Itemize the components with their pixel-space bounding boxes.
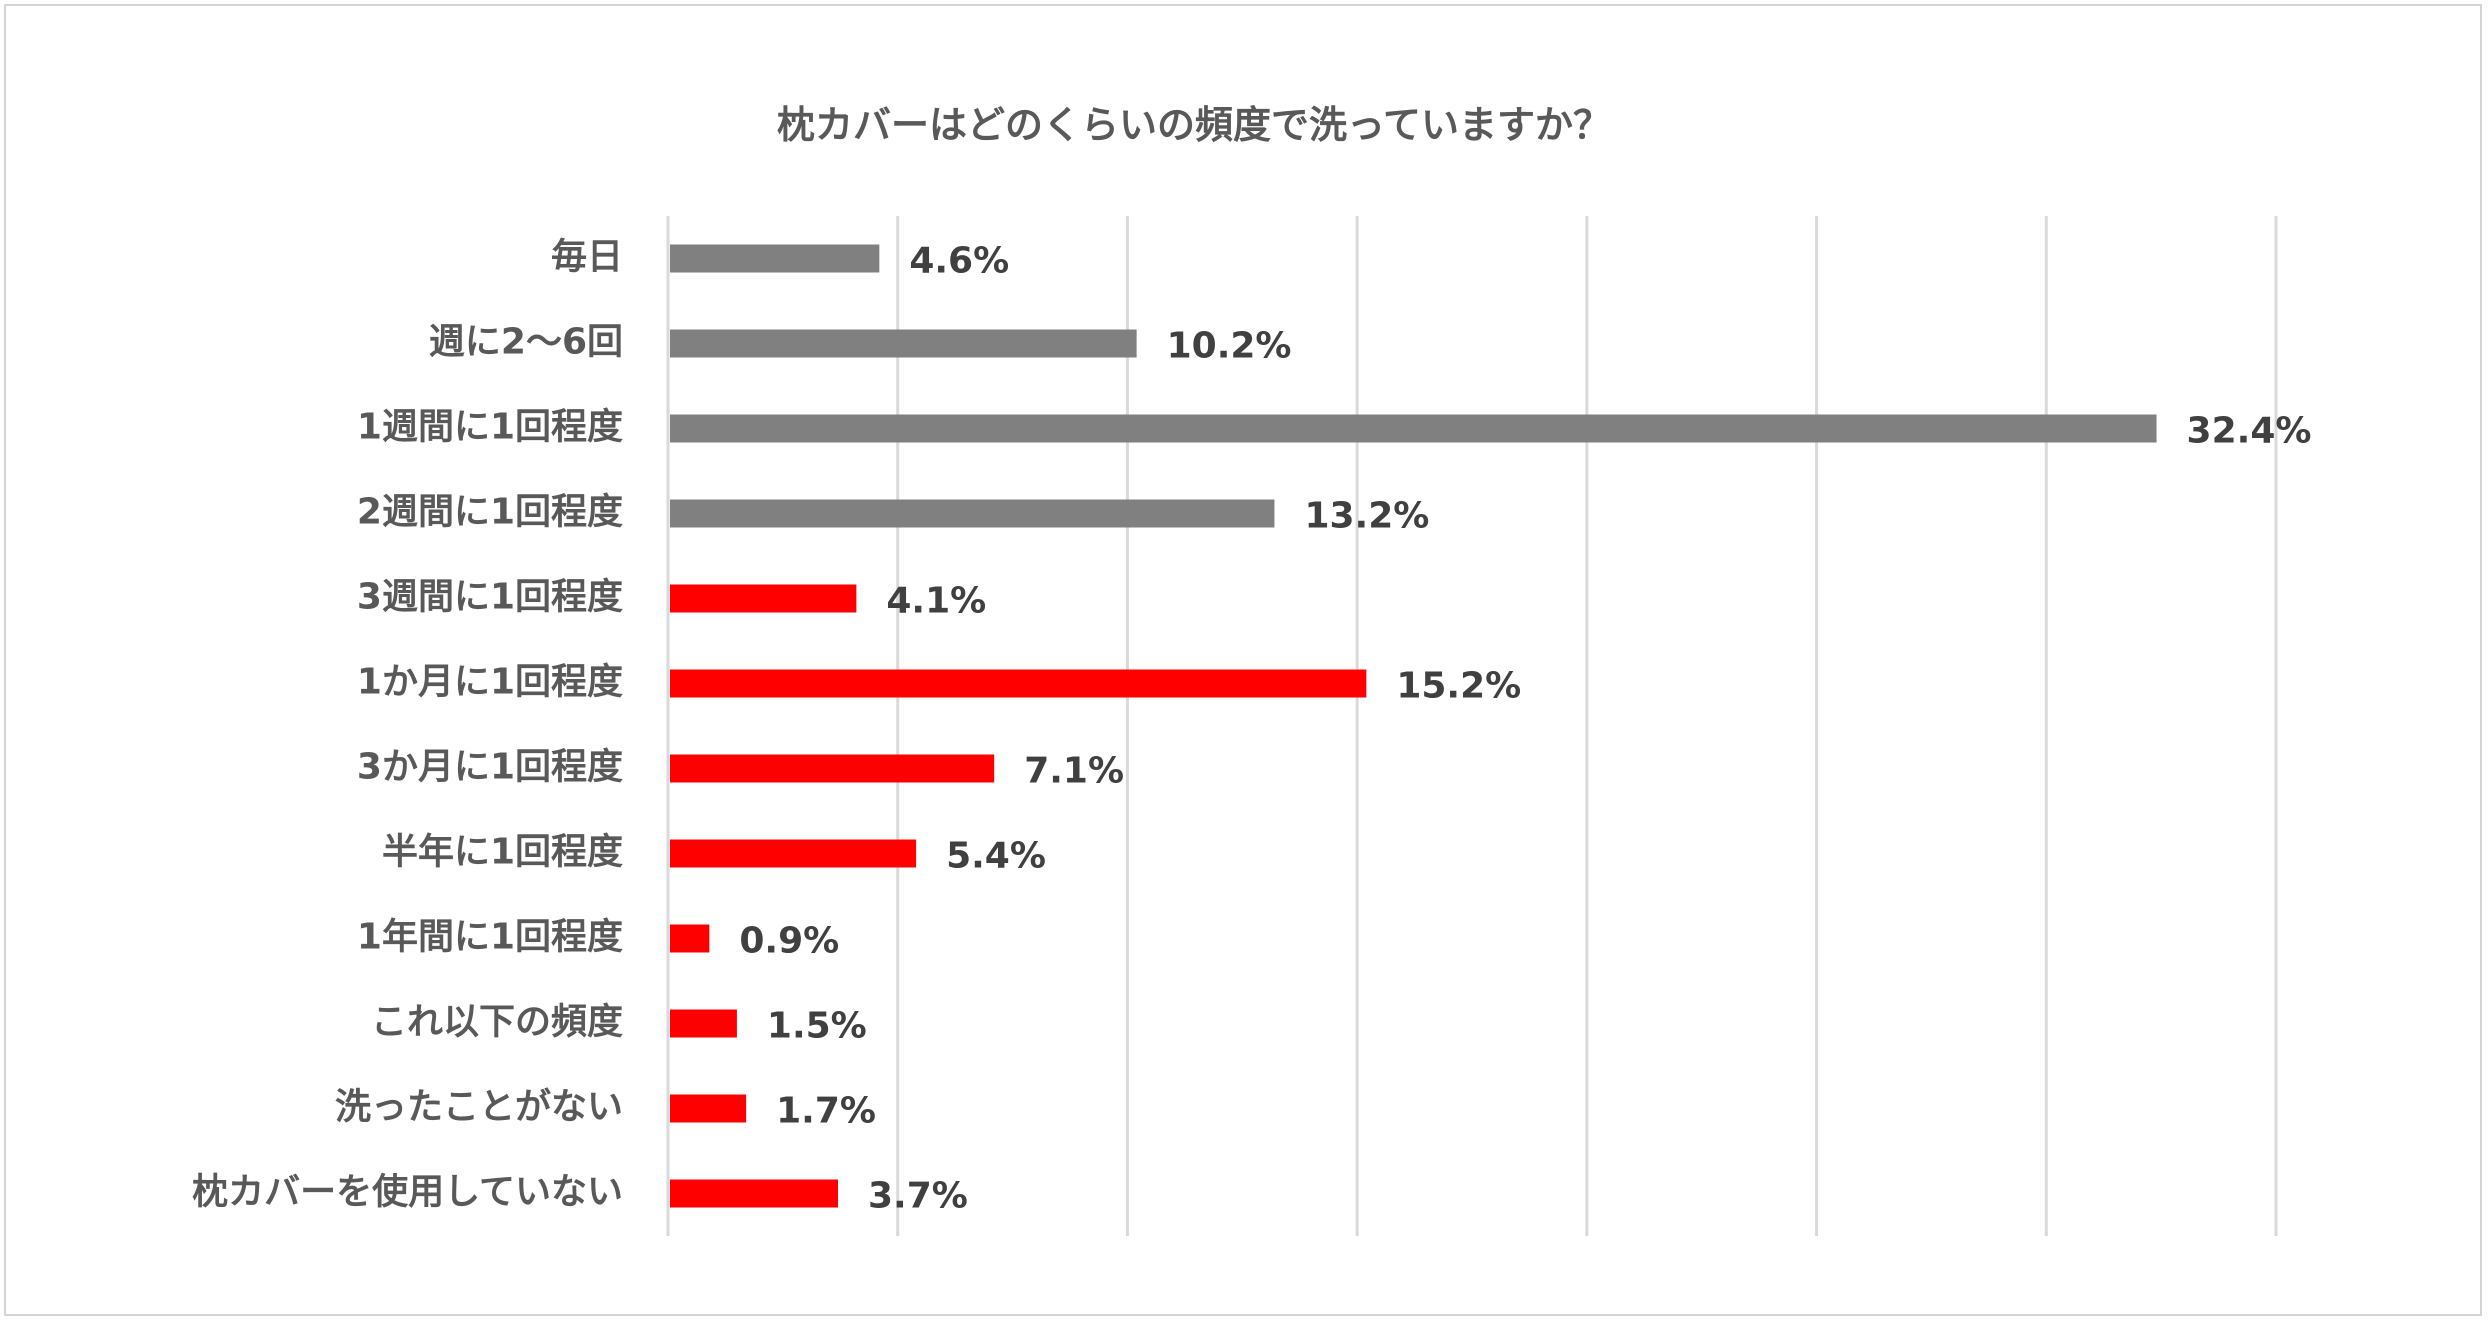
data-label: 32.4% [2187,411,2312,452]
bar [670,329,1137,358]
category-label: 週に2～6回 [429,322,623,363]
category-label: 枕カバーを使用していない [192,1172,623,1213]
bar [670,669,1367,698]
category-label: 毎日 [551,237,623,278]
gridlines [896,216,2278,1236]
category-label: 3か月に1回程度 [357,747,623,788]
value-labels: 4.6% 10.2% 32.4% 13.2% 4.1% 15.2% 7.1% 5.4% 0.9%… [739,241,2311,1217]
category-label: これ以下の頻度 [371,1002,623,1043]
chart-frame [4,4,2482,1316]
bar [670,839,917,868]
bar [670,499,1275,528]
data-label: 1.7% [776,1091,876,1132]
bar [670,1009,737,1038]
bar [670,414,2157,443]
category-label: 2週間に1回程度 [357,492,623,533]
data-label: 4.1% [886,581,986,622]
bar [670,924,710,953]
category-label: 1か月に1回程度 [357,662,623,703]
category-label: 3週間に1回程度 [357,577,623,618]
bars [670,244,2157,1208]
category-label: 洗ったことがない [335,1087,623,1128]
data-label: 10.2% [1167,326,1292,367]
data-label: 13.2% [1304,496,1429,537]
data-label: 3.7% [868,1176,968,1217]
bar [670,1179,838,1208]
bar [670,754,995,783]
data-label: 1.5% [767,1006,867,1047]
data-label: 15.2% [1396,666,1521,707]
bar [670,244,880,273]
category-label: 1年間に1回程度 [357,917,623,958]
data-label: 0.9% [739,921,839,962]
data-label: 7.1% [1024,751,1124,792]
bar [670,1094,747,1123]
bar [670,584,857,613]
category-label: 半年に1回程度 [382,832,623,873]
data-label: 5.4% [946,836,1046,877]
chart-title: 枕カバーはどのくらいの頻度で洗っていますか？ [777,103,1611,147]
data-label: 4.6% [909,241,1009,282]
category-label: 1週間に1回程度 [357,407,623,448]
